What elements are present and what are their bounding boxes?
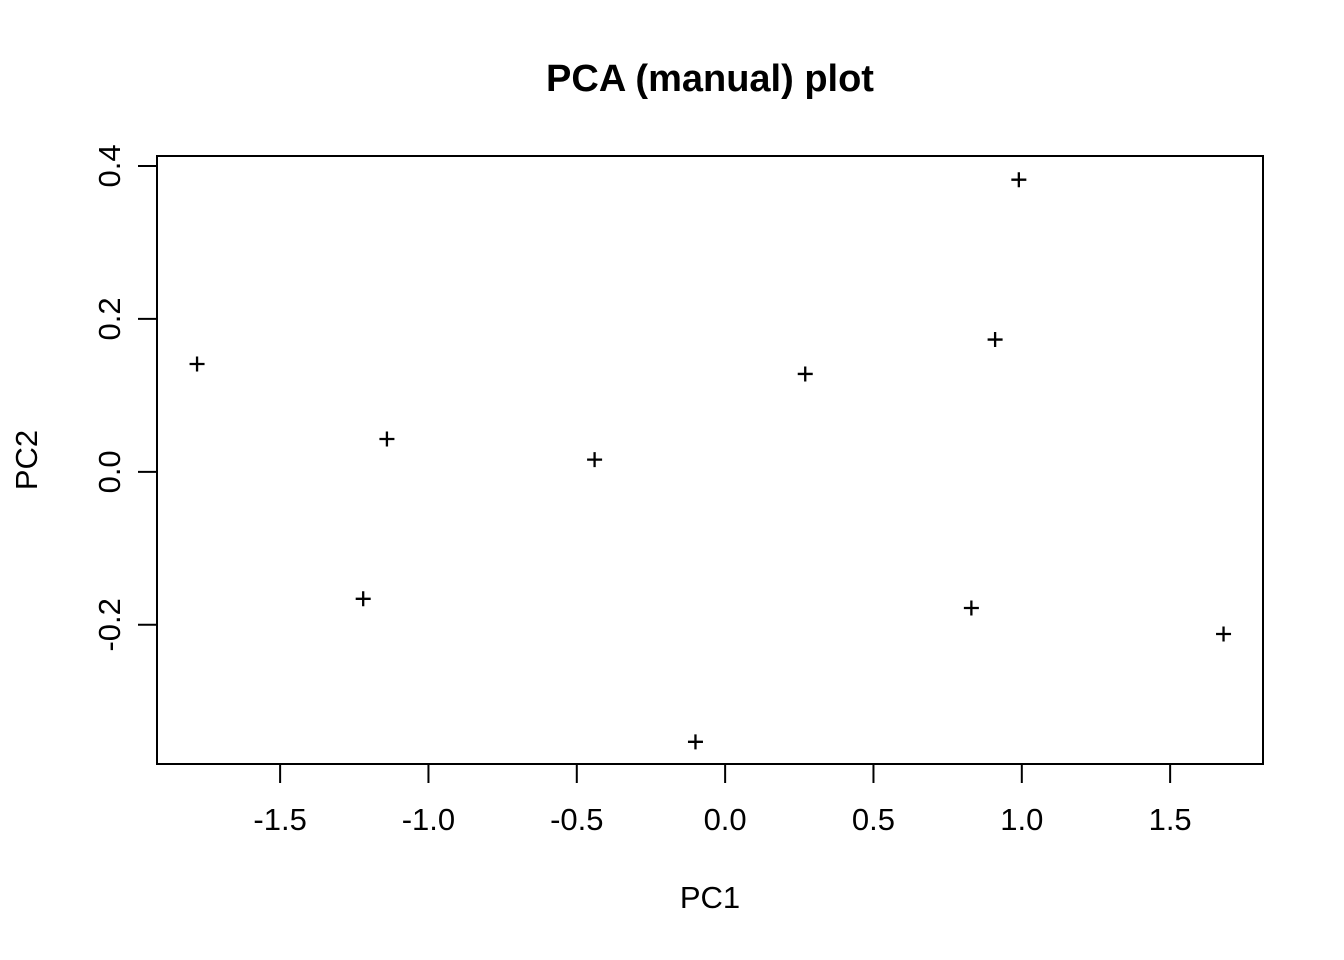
y-axis-label: PC2 <box>9 429 44 491</box>
data-point-marker <box>797 366 813 382</box>
y-tick-label: 0.4 <box>92 144 127 187</box>
x-tick-label: -0.5 <box>550 802 603 837</box>
x-tick-label: -1.5 <box>253 802 306 837</box>
data-point-marker <box>987 332 1003 348</box>
plot-border <box>156 155 1264 765</box>
y-tick-label: -0.2 <box>92 598 127 651</box>
data-point-marker <box>687 734 703 750</box>
x-axis-label: PC1 <box>679 880 741 915</box>
data-point-marker <box>1011 172 1027 188</box>
y-tick-label: 0.2 <box>92 297 127 340</box>
x-tick-label: 0.0 <box>704 802 747 837</box>
x-tick-label: -1.0 <box>402 802 455 837</box>
y-tick-label: 0.0 <box>92 450 127 493</box>
data-point-marker <box>379 431 395 447</box>
chart-title: PCA (manual) plot <box>546 58 874 100</box>
x-tick-label: 1.0 <box>1000 802 1043 837</box>
data-point-marker <box>189 356 205 372</box>
data-point-marker <box>963 600 979 616</box>
data-point-marker <box>1216 626 1232 642</box>
x-tick-label: 0.5 <box>852 802 895 837</box>
data-point-marker <box>587 452 603 468</box>
x-tick-label: 1.5 <box>1149 802 1192 837</box>
data-point-marker <box>355 591 371 607</box>
